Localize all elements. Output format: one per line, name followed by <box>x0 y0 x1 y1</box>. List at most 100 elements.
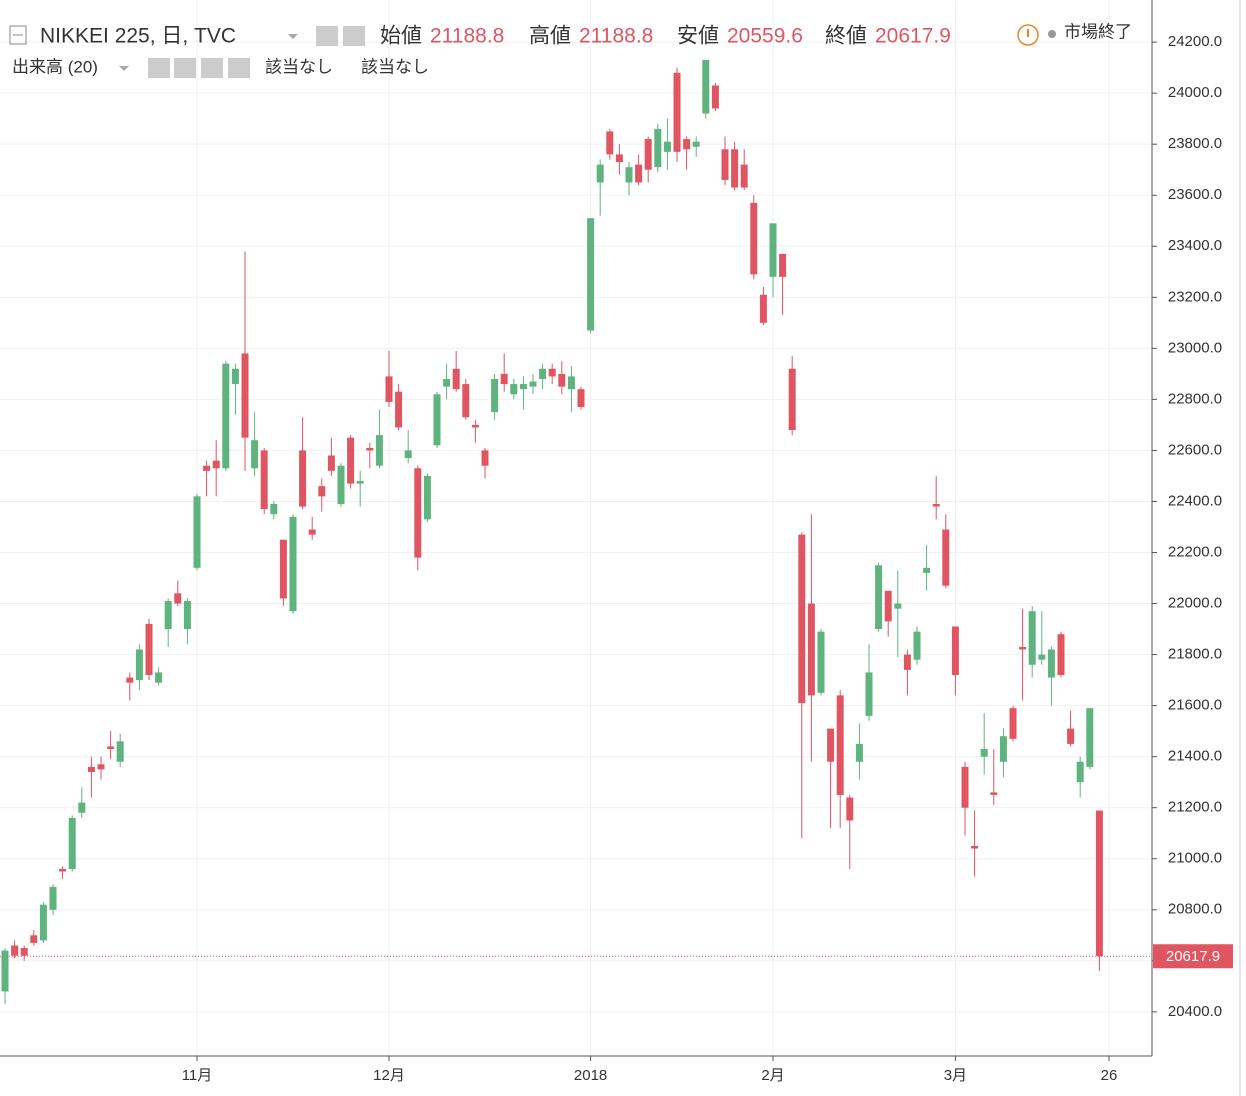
candle-body <box>49 886 57 910</box>
candle-body <box>942 529 950 586</box>
candle-body <box>529 381 537 387</box>
candle-body <box>855 743 863 762</box>
candle-body <box>375 435 383 466</box>
candle-body <box>481 450 489 466</box>
candle-body <box>270 504 278 515</box>
candle-body <box>395 391 403 428</box>
candle-body <box>500 373 508 385</box>
y-tick-label: 22600.0 <box>1168 441 1222 458</box>
candle-body <box>135 649 143 681</box>
x-tick-label: 11月 <box>182 1067 213 1084</box>
candle-body <box>414 468 422 558</box>
candle-body <box>587 218 595 331</box>
candle-body <box>865 672 873 716</box>
status: 市場終了 <box>1064 22 1132 41</box>
candle-body <box>894 603 902 609</box>
candle-body <box>654 128 662 168</box>
candle-body <box>625 167 633 183</box>
close-label: 終値 <box>825 25 867 48</box>
candle-body <box>356 481 364 484</box>
candle-body <box>1038 654 1046 660</box>
candle-body <box>241 353 249 438</box>
candle-body <box>193 496 201 568</box>
volume-value: 該当なし <box>361 57 429 76</box>
candle-body <box>145 623 153 675</box>
candle-body <box>1019 646 1027 650</box>
candle-body <box>519 384 527 390</box>
candle-body <box>596 164 604 183</box>
remove-icon[interactable] <box>228 58 250 78</box>
candle-body <box>875 565 883 630</box>
candle-body <box>644 139 652 170</box>
candle-body <box>1095 810 1103 957</box>
candle-body <box>827 728 835 762</box>
add-icon[interactable] <box>201 58 223 78</box>
close-value: 20617.9 <box>875 25 951 48</box>
candle-body <box>999 736 1007 762</box>
candle-body <box>1047 649 1055 678</box>
candle-body <box>692 141 700 147</box>
y-tick-label: 21400.0 <box>1168 748 1222 765</box>
candle-body <box>1028 611 1036 665</box>
x-tick-label: 26 <box>1101 1067 1118 1084</box>
candle-body <box>750 202 758 275</box>
candle-body <box>971 845 979 849</box>
candle-body <box>836 695 844 795</box>
candle-body <box>1076 761 1084 783</box>
candle-body <box>462 384 470 418</box>
candle-body <box>721 149 729 180</box>
settings-icon[interactable] <box>343 26 365 46</box>
x-tick-label: 2018 <box>574 1067 607 1084</box>
y-tick-label: 21200.0 <box>1168 799 1222 816</box>
candle-body <box>116 741 124 762</box>
candle-body <box>251 440 259 469</box>
candle-body <box>769 223 777 277</box>
candle-body <box>87 766 95 772</box>
y-tick-label: 21600.0 <box>1168 697 1222 714</box>
eye-icon[interactable] <box>316 26 338 46</box>
y-tick-label: 22400.0 <box>1168 492 1222 509</box>
candle-body <box>260 450 268 510</box>
y-tick-label: 23400.0 <box>1168 237 1222 254</box>
candle-body <box>817 631 825 693</box>
candle-body <box>404 450 412 459</box>
dropdown-arrow[interactable] <box>288 34 298 39</box>
candle-body <box>318 486 326 497</box>
volume-label: 出来高 (20) <box>12 57 98 76</box>
candle-body <box>846 797 854 821</box>
y-tick-label: 23000.0 <box>1168 339 1222 356</box>
y-tick-label: 20800.0 <box>1168 901 1222 918</box>
candle-body <box>635 164 643 183</box>
y-tick-label: 23600.0 <box>1168 186 1222 203</box>
dropdown-arrow[interactable] <box>119 66 129 71</box>
candle-body <box>990 792 998 795</box>
low-label: 安値 <box>677 25 719 48</box>
open-value: 21188.8 <box>430 25 504 48</box>
y-tick-label: 24200.0 <box>1168 33 1222 50</box>
candle-body <box>539 368 547 379</box>
y-tick-label: 22800.0 <box>1168 390 1222 407</box>
candle-body <box>279 539 287 599</box>
candle-body <box>30 935 38 943</box>
status-icon[interactable] <box>1017 24 1039 46</box>
candle-body <box>606 131 614 155</box>
candle-body <box>798 534 806 704</box>
candle-body <box>759 294 767 323</box>
eye-icon[interactable] <box>148 58 170 78</box>
settings-icon[interactable] <box>174 58 196 78</box>
candle-body <box>78 802 86 813</box>
collapse-icon[interactable] <box>9 25 27 45</box>
candle-body <box>327 455 335 471</box>
candle-body <box>164 600 172 630</box>
candle-body <box>683 139 691 150</box>
candle-body <box>308 529 316 535</box>
candle-body <box>203 465 211 471</box>
candle-body <box>510 384 518 395</box>
candle-body <box>174 593 182 604</box>
candle-body <box>68 817 76 869</box>
volume-value: 該当なし <box>265 57 333 76</box>
y-tick-label: 23800.0 <box>1168 135 1222 152</box>
candle-body <box>807 603 815 696</box>
candle-body <box>711 85 719 109</box>
